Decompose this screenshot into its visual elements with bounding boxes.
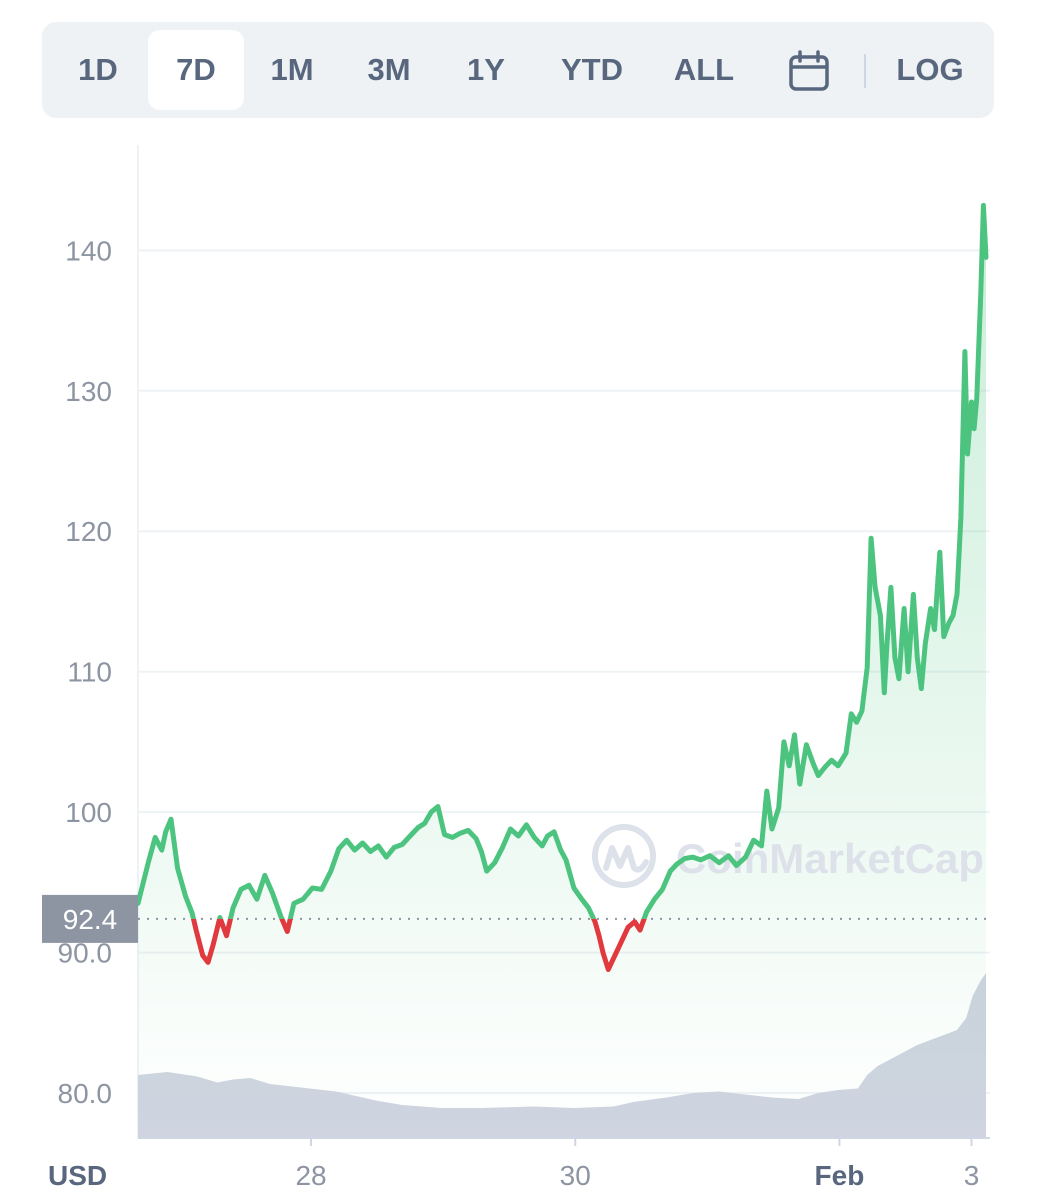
range-1m-button[interactable]: 1M [270,52,314,87]
time-range-toolbar: 1D 7D 1M 3M 1Y YTD ALL LOG [42,22,994,118]
reference-price-tag: 92.4 [42,894,138,943]
range-all-button[interactable]: ALL [673,52,735,87]
y-tick-label: 130 [65,376,112,407]
currency-label: USD [48,1160,107,1191]
y-tick-label: 140 [65,235,112,266]
x-tick-label: 30 [560,1160,591,1191]
x-tick-label: Feb [815,1160,865,1191]
price-line-below-reference [190,918,647,972]
y-tick-label: 120 [65,516,112,547]
log-scale-button[interactable]: LOG [896,52,964,87]
range-ytd-button[interactable]: YTD [561,52,623,87]
coinmarketcap-logo-icon [592,824,656,888]
y-tick-label: 80.0 [58,1078,113,1109]
coinmarketcap-watermark: CoinMarketCap [592,824,984,888]
range-1y-button[interactable]: 1Y [467,52,505,87]
x-tick-label: 3 [964,1160,980,1191]
range-7d-button[interactable]: 7D [148,30,244,110]
x-tick-label: 28 [295,1160,326,1191]
calendar-icon[interactable] [788,50,830,92]
range-3m-button[interactable]: 3M [367,52,411,87]
y-tick-label: 110 [67,657,112,688]
price-line-above-reference [135,202,989,919]
range-1d-button[interactable]: 1D [78,52,118,87]
x-axis-ticks: 28 30 Feb 3 [138,1137,990,1191]
price-line [190,918,647,972]
y-tick-label: 100 [65,797,112,828]
price-line [135,202,989,919]
reference-price-label: 92.4 [63,904,118,935]
reference-price-tag-bg [42,894,138,943]
toolbar-separator [864,54,866,88]
price-area-fill [138,205,986,1138]
